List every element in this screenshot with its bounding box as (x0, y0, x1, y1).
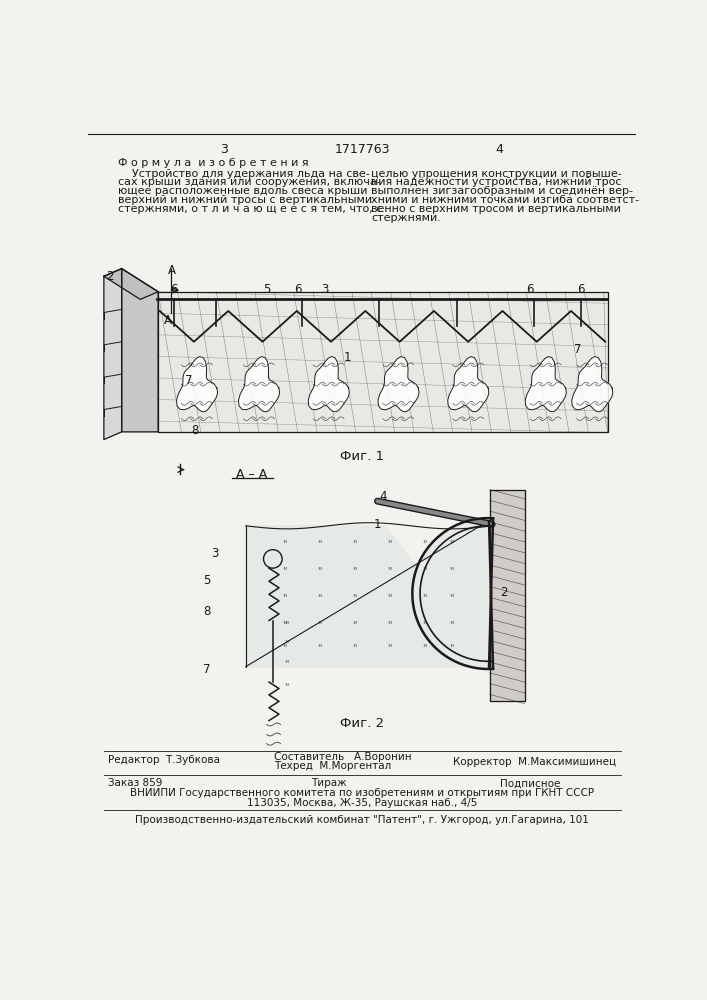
Polygon shape (158, 292, 607, 432)
Text: А – А: А – А (235, 468, 267, 481)
Text: ": " (352, 539, 356, 549)
Text: ": " (421, 593, 426, 603)
Text: ": " (317, 643, 322, 653)
Text: 2: 2 (500, 586, 508, 599)
Text: Производственно-издательский комбинат "Патент", г. Ужгород, ул.Гагарина, 101: Производственно-издательский комбинат "П… (135, 815, 589, 825)
Text: ": " (282, 643, 287, 653)
Polygon shape (490, 490, 525, 701)
Text: ": " (387, 643, 392, 653)
Polygon shape (104, 269, 122, 440)
Text: ": " (449, 593, 453, 603)
Text: выполнен зигзагообразным и соединён вер-: выполнен зигзагообразным и соединён вер- (371, 186, 633, 196)
Polygon shape (177, 357, 218, 412)
Text: Тираж: Тираж (311, 778, 346, 788)
Text: венно с верхним тросом и вертикальными: венно с верхним тросом и вертикальными (371, 204, 621, 214)
Text: 3: 3 (220, 143, 228, 156)
Text: ": " (284, 620, 289, 630)
Text: ": " (387, 566, 392, 576)
Text: ": " (449, 620, 453, 630)
Text: ": " (387, 539, 392, 549)
Text: ": " (352, 566, 356, 576)
Text: ния надёжности устройства, нижний трос: ния надёжности устройства, нижний трос (371, 177, 621, 187)
Text: 7: 7 (203, 663, 211, 676)
Text: Подписное: Подписное (500, 778, 561, 788)
Polygon shape (246, 518, 493, 669)
Text: 6: 6 (577, 283, 584, 296)
Text: ": " (421, 643, 426, 653)
Text: ": " (421, 620, 426, 630)
Text: Редактор  Т.Зубкова: Редактор Т.Зубкова (107, 755, 220, 765)
Text: ": " (449, 539, 453, 549)
Text: ": " (421, 539, 426, 549)
Text: ": " (352, 593, 356, 603)
Text: 6: 6 (526, 283, 534, 296)
Polygon shape (572, 357, 613, 412)
Text: ": " (317, 620, 322, 630)
Text: 5: 5 (203, 574, 211, 587)
Text: ": " (449, 566, 453, 576)
Text: ": " (282, 593, 287, 603)
Text: 2: 2 (106, 270, 114, 283)
Text: 4: 4 (379, 490, 387, 503)
Text: ": " (352, 643, 356, 653)
Text: 3: 3 (211, 547, 218, 560)
Polygon shape (238, 357, 279, 412)
Text: 113035, Москва, Ж-35, Раушская наб., 4/5: 113035, Москва, Ж-35, Раушская наб., 4/5 (247, 798, 477, 808)
Text: ": " (387, 620, 392, 630)
Text: 6: 6 (170, 283, 177, 296)
Text: сах крыши здания или сооружения, включа-: сах крыши здания или сооружения, включа- (118, 177, 380, 187)
Text: ": " (317, 566, 322, 576)
Text: ВНИИПИ Государственного комитета по изобретениям и открытиям при ГКНТ СССР: ВНИИПИ Государственного комитета по изоб… (130, 788, 594, 798)
Text: ": " (317, 539, 322, 549)
Text: Составитель   А.Воронин: Составитель А.Воронин (274, 752, 412, 762)
Text: 1717763: 1717763 (334, 143, 390, 156)
Text: Фиг. 2: Фиг. 2 (340, 717, 384, 730)
Text: ": " (282, 539, 287, 549)
Text: ": " (282, 566, 287, 576)
Text: Заказ 859: Заказ 859 (107, 778, 162, 788)
Text: Техред  М.Моргентал: Техред М.Моргентал (274, 761, 392, 771)
Text: ": " (352, 620, 356, 630)
Polygon shape (122, 269, 158, 432)
Text: 1: 1 (373, 518, 381, 531)
Text: Устройство для удержания льда на све-: Устройство для удержания льда на све- (118, 169, 370, 179)
Text: 1: 1 (344, 351, 351, 364)
Text: ": " (449, 643, 453, 653)
Text: ": " (387, 593, 392, 603)
Text: А: А (163, 314, 171, 327)
Text: 8: 8 (203, 605, 211, 618)
Polygon shape (525, 357, 566, 412)
Text: ": " (284, 639, 289, 649)
Text: 4: 4 (495, 143, 503, 156)
Text: Ф о р м у л а  и з о б р е т е н и я: Ф о р м у л а и з о б р е т е н и я (118, 158, 308, 168)
Text: стержнями, о т л и ч а ю щ е е с я тем, что, с: стержнями, о т л и ч а ю щ е е с я тем, … (118, 204, 382, 214)
Text: хними и нижними точками изгиба соответст-: хними и нижними точками изгиба соответст… (371, 195, 639, 205)
Text: Фиг. 1: Фиг. 1 (340, 450, 384, 463)
Polygon shape (378, 357, 419, 412)
Polygon shape (104, 269, 158, 299)
Text: ": " (284, 659, 289, 669)
Text: целью упрощения конструкции и повыше-: целью упрощения конструкции и повыше- (371, 169, 622, 179)
Text: верхний и нижний тросы с вертикальными: верхний и нижний тросы с вертикальными (118, 195, 372, 205)
Text: А: А (168, 264, 176, 277)
Text: 7: 7 (574, 343, 582, 356)
Text: 6: 6 (293, 283, 301, 296)
Text: ": " (317, 593, 322, 603)
Polygon shape (308, 357, 349, 412)
Text: ": " (421, 566, 426, 576)
Text: стержнями.: стержнями. (371, 213, 441, 223)
Polygon shape (448, 357, 489, 412)
Text: Корректор  М.Максимишинец: Корректор М.Максимишинец (452, 757, 616, 767)
Text: 3: 3 (321, 283, 328, 296)
Text: ": " (282, 620, 287, 630)
Text: ": " (284, 682, 289, 692)
Text: 7: 7 (185, 374, 193, 387)
Text: 5: 5 (263, 283, 270, 296)
Text: ющее расположенные вдоль свеса крыши: ющее расположенные вдоль свеса крыши (118, 186, 368, 196)
Text: 8: 8 (192, 424, 199, 437)
